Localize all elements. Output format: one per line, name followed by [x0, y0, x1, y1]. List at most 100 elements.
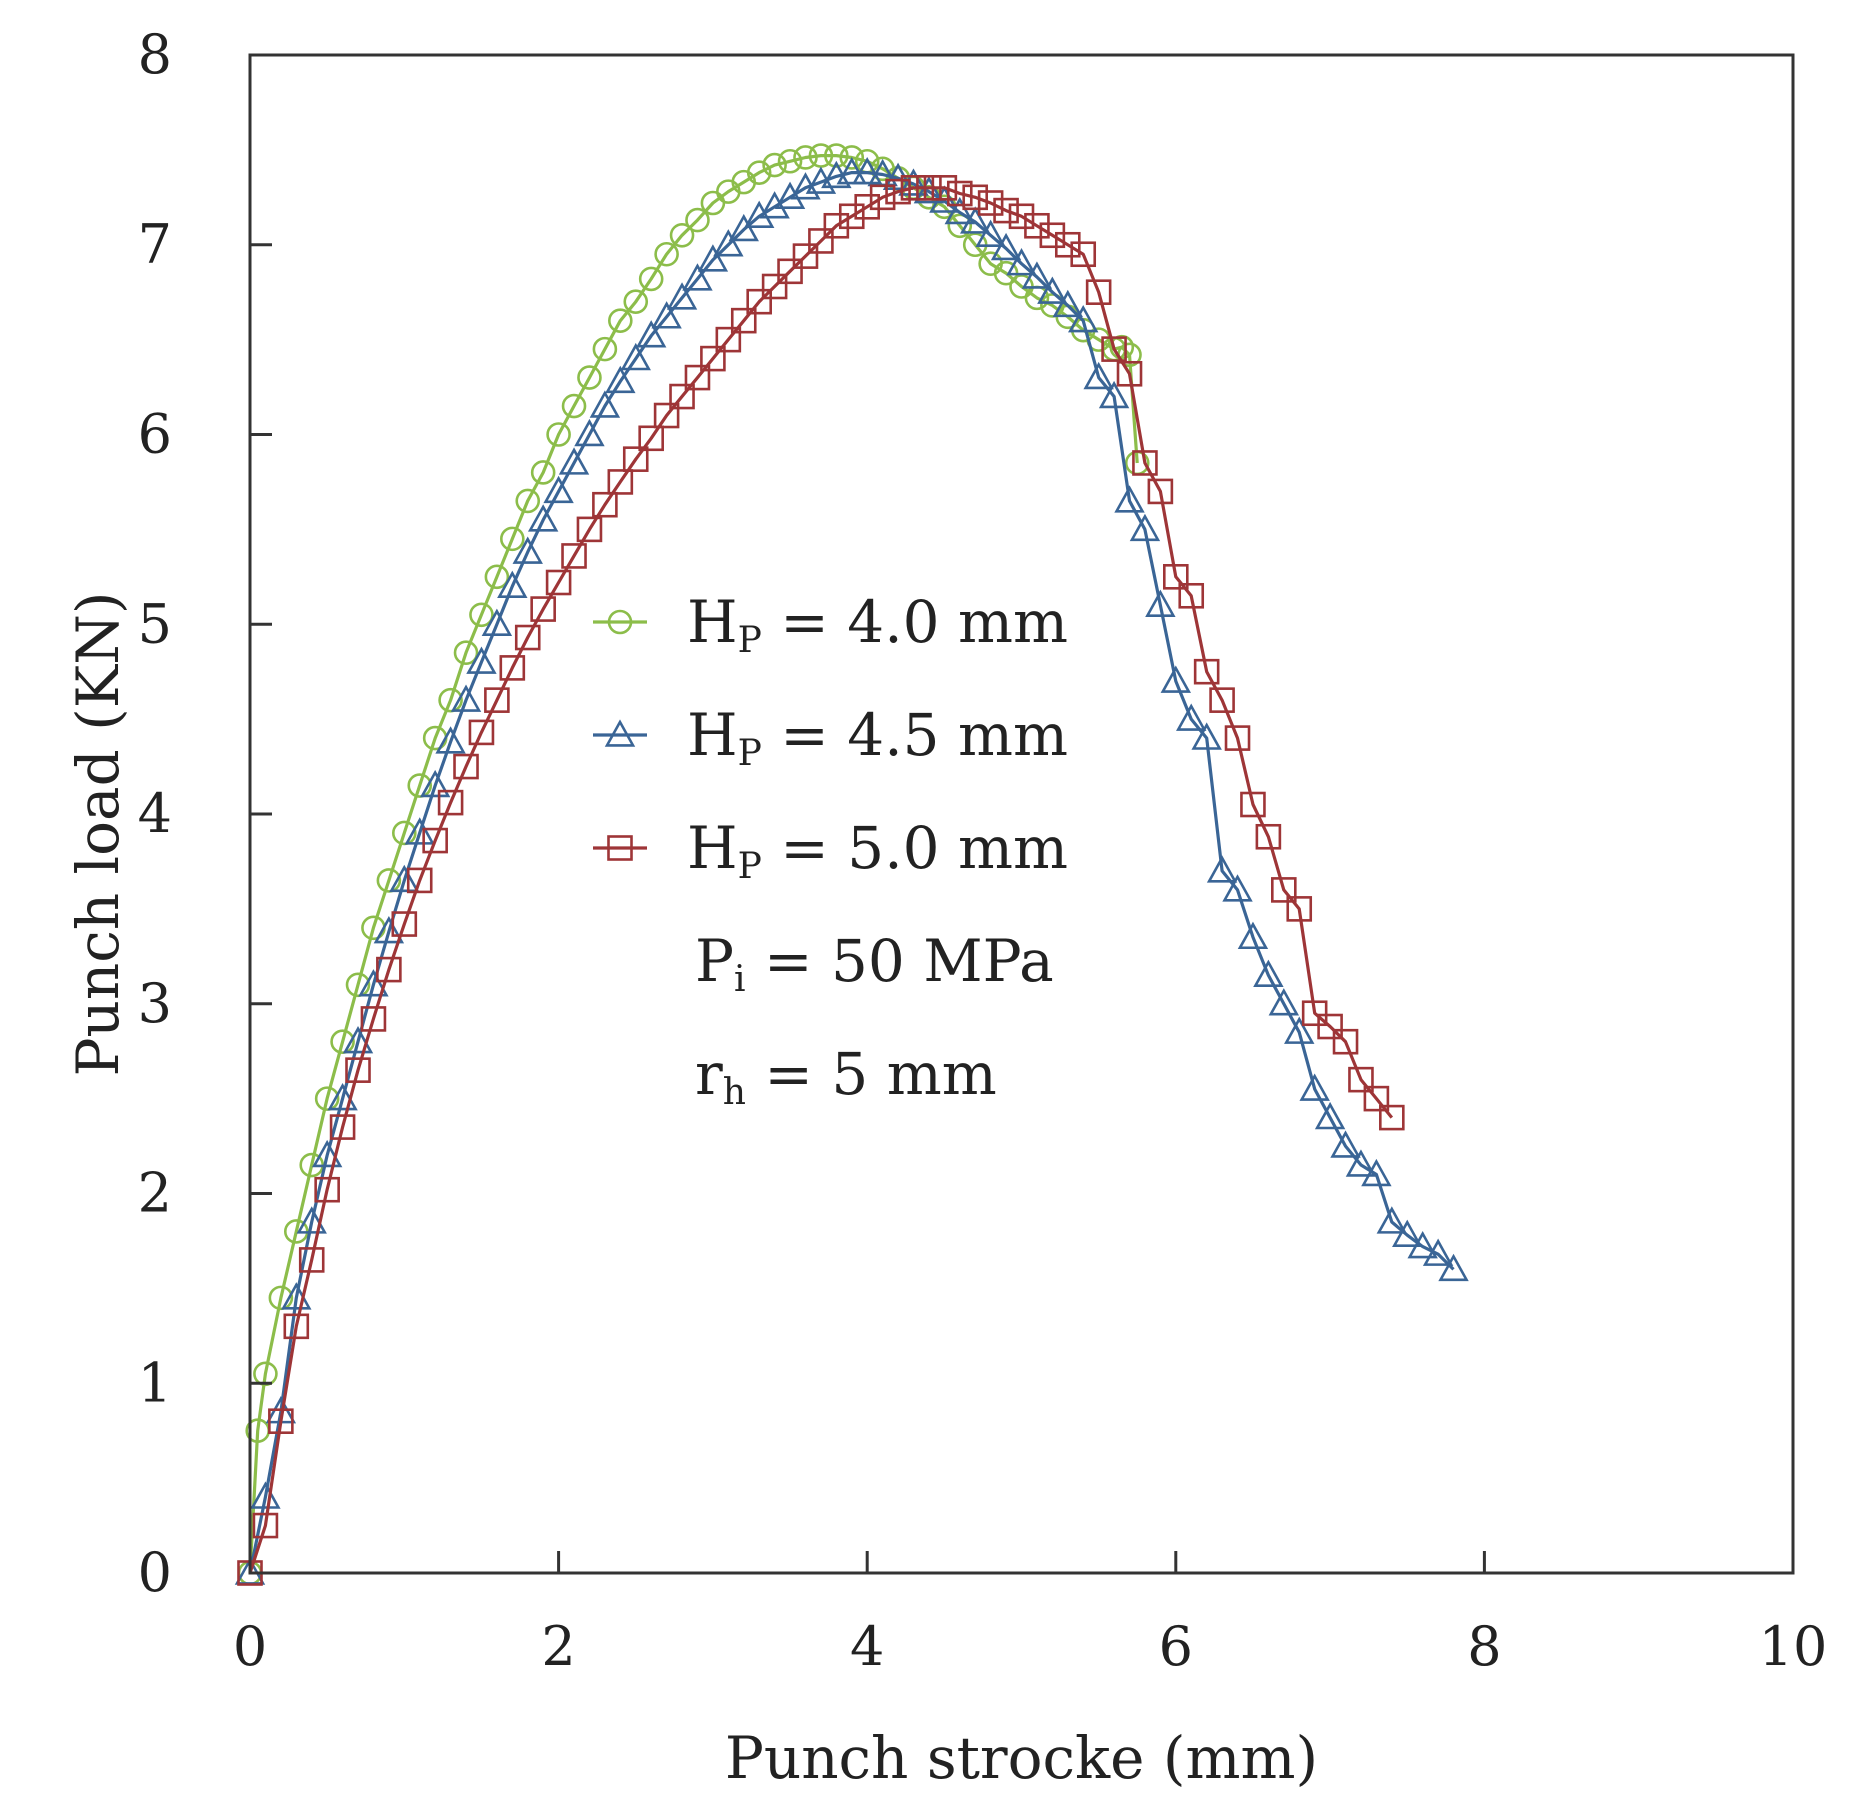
y-tick-label: 2	[138, 1162, 172, 1225]
data-point	[268, 1285, 294, 1311]
data-point	[298, 1247, 325, 1273]
data-point	[345, 972, 371, 998]
data-point	[574, 418, 605, 447]
y-tick-label: 1	[138, 1351, 172, 1414]
data-point	[391, 820, 417, 846]
annotation-main: r	[695, 1040, 723, 1108]
legend-item-2	[593, 835, 647, 861]
data-point	[360, 1006, 387, 1032]
data-point	[543, 475, 574, 504]
data-point	[484, 687, 510, 713]
data-point	[793, 145, 818, 170]
data-point	[960, 206, 991, 234]
y-tick-label: 0	[138, 1541, 172, 1604]
data-point	[743, 200, 775, 228]
data-point	[1024, 212, 1050, 239]
axis-layer: 0 2 4 6 8 10 0 1 2 3 4 5 6 7 8	[138, 23, 1828, 1678]
data-point	[1098, 380, 1130, 409]
data-point	[653, 402, 680, 429]
data-point	[546, 422, 571, 447]
data-point	[450, 684, 482, 712]
series-layer	[234, 143, 1469, 1586]
annotation-sub: h	[723, 1072, 746, 1113]
data-point	[438, 687, 463, 713]
data-point	[253, 1361, 278, 1387]
data-point	[1237, 921, 1269, 950]
data-point	[993, 197, 1019, 224]
data-point	[1129, 513, 1161, 542]
legend-marker	[607, 609, 633, 635]
data-point	[774, 181, 806, 210]
data-point	[469, 602, 494, 628]
data-point	[329, 1114, 356, 1140]
data-point	[669, 383, 695, 410]
series-line	[248, 154, 1139, 1574]
data-point	[713, 229, 744, 257]
annotation: Pi = 50 MPa	[695, 927, 1054, 1000]
data-point	[682, 263, 713, 291]
legend-label-main: H	[687, 814, 738, 882]
data-point	[1101, 336, 1127, 362]
data-point	[1178, 582, 1205, 609]
data-point	[1222, 874, 1253, 902]
data-point	[1021, 261, 1053, 289]
data-point	[314, 1176, 340, 1203]
annotation-suffix: = 50 MPa	[746, 927, 1054, 995]
legend-label-suffix: = 4.0 mm	[762, 588, 1068, 656]
data-point	[527, 504, 559, 532]
legend-label-suffix: = 5.0 mm	[762, 814, 1068, 882]
legend-marker	[607, 835, 633, 861]
data-point	[1284, 1016, 1315, 1044]
data-point	[1132, 450, 1158, 476]
series-line	[248, 171, 1455, 1574]
data-point	[561, 393, 587, 419]
data-point	[296, 1206, 327, 1234]
data-point	[1253, 959, 1284, 987]
data-point	[1317, 1013, 1343, 1040]
data-point	[684, 364, 711, 391]
data-point	[1054, 231, 1081, 258]
data-point	[608, 308, 633, 333]
data-point	[1037, 276, 1068, 304]
data-point	[311, 1139, 343, 1168]
data-point	[1301, 1000, 1328, 1027]
legend-label-main: H	[687, 588, 738, 656]
data-point	[314, 1086, 340, 1111]
data-point	[1376, 1206, 1408, 1234]
data-point	[700, 345, 726, 372]
data-point	[1109, 334, 1135, 360]
data-point	[1330, 1130, 1361, 1158]
data-point	[1191, 722, 1222, 750]
data-point	[620, 342, 651, 371]
data-point	[514, 624, 541, 651]
data-point	[1271, 877, 1297, 903]
data-point	[990, 232, 1022, 261]
data-point	[406, 867, 433, 894]
y-tick-label: 3	[138, 972, 172, 1035]
y-tick-label: 5	[138, 592, 172, 655]
data-point	[730, 307, 757, 334]
series-1	[234, 156, 1469, 1585]
data-point	[576, 516, 603, 543]
data-point	[500, 526, 525, 552]
data-point	[1052, 289, 1083, 318]
legend-item-0	[593, 609, 647, 635]
data-point	[851, 156, 883, 185]
legend-label-main: H	[687, 701, 738, 769]
annotation-main: P	[695, 927, 734, 995]
data-point	[1392, 1219, 1423, 1247]
data-point	[1006, 248, 1037, 276]
data-point	[654, 241, 679, 267]
data-point	[746, 160, 772, 185]
legend-label-sub: P	[738, 733, 762, 774]
data-point	[1176, 703, 1207, 731]
data-point	[1116, 360, 1143, 387]
data-point	[1163, 564, 1189, 590]
x-tick-label: 8	[1467, 1615, 1501, 1678]
data-point	[561, 543, 587, 569]
data-point	[1209, 687, 1235, 713]
x-tick-label: 6	[1159, 1615, 1193, 1678]
data-point	[437, 789, 464, 816]
